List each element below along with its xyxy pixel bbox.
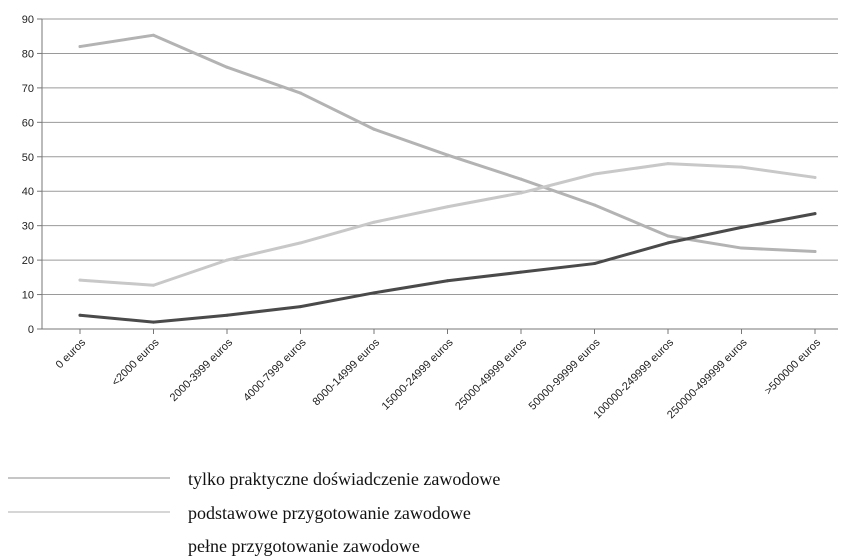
data-point <box>519 177 523 181</box>
data-point <box>740 246 743 250</box>
series-line-3 <box>78 212 817 324</box>
data-point <box>225 65 229 69</box>
y-tick-label: 40 <box>22 186 34 198</box>
y-tick-label: 50 <box>22 152 34 164</box>
data-point <box>299 241 302 245</box>
data-point <box>372 220 376 224</box>
data-point <box>152 33 155 37</box>
y-tick-label: 20 <box>22 255 34 267</box>
y-tick-label: 60 <box>22 117 34 129</box>
y-tick-label: 80 <box>22 48 34 60</box>
y-tick-label: 10 <box>22 290 34 302</box>
x-tick-label: >500000 euros <box>763 336 824 397</box>
y-tick-label: 70 <box>22 83 34 95</box>
data-point <box>152 283 155 287</box>
x-tick-label: 15000-24999 euros <box>380 336 456 412</box>
data-point <box>666 234 670 238</box>
data-point <box>446 205 449 209</box>
x-tick-label: 0 euros <box>54 336 89 371</box>
data-point <box>78 313 82 317</box>
data-point <box>225 313 229 317</box>
x-tick-label: 2000-3999 euros <box>168 336 236 404</box>
grid-lines <box>37 18 838 330</box>
data-point <box>666 162 670 166</box>
y-tick-label: 0 <box>28 324 34 336</box>
data-point <box>152 320 155 324</box>
x-tick-label: 25000-49999 euros <box>453 336 529 412</box>
legend-label: pełne przygotowanie zawodowe <box>188 536 420 556</box>
legend: tylko praktyczne doświadczenie zawodowe p… <box>8 469 500 556</box>
data-point <box>666 241 670 245</box>
y-tick-label: 30 <box>22 221 34 233</box>
data-point <box>519 191 523 195</box>
data-point <box>813 175 817 179</box>
data-point <box>446 153 449 157</box>
series-lines <box>78 33 817 324</box>
data-point <box>593 262 596 266</box>
x-axis-ticks: 0 euros <2000 euros 2000-3999 euros 4000-79… <box>54 329 824 421</box>
legend-label: tylko praktyczne doświadczenie zawodowe <box>188 469 500 489</box>
data-point <box>813 212 817 216</box>
data-point <box>78 278 82 282</box>
data-point <box>740 225 743 229</box>
data-point <box>78 45 82 49</box>
data-point <box>299 305 302 309</box>
data-point <box>372 127 376 131</box>
legend-label: podstawowe przygotowanie zawodowe <box>188 503 471 523</box>
data-point <box>225 258 229 262</box>
data-point <box>299 91 302 95</box>
data-point <box>446 279 449 283</box>
y-axis-ticks: 0 10 20 30 40 50 60 70 80 90 <box>22 14 34 336</box>
x-tick-label: 50000-99999 euros <box>527 336 603 412</box>
x-tick-label: 4000-7999 euros <box>241 336 309 404</box>
x-tick-label: 8000-14999 euros <box>310 336 382 408</box>
x-tick-label: <2000 euros <box>110 336 162 388</box>
x-tick-label: 100000-249999 euros <box>592 336 677 421</box>
y-tick-label: 90 <box>22 14 34 26</box>
data-point <box>593 203 596 207</box>
data-point <box>519 270 523 274</box>
series-line-1 <box>78 33 817 253</box>
data-point <box>593 172 596 176</box>
series-line-2 <box>78 162 817 287</box>
data-point <box>372 291 376 295</box>
x-tick-label: 250000-499999 euros <box>665 336 750 421</box>
data-point <box>740 165 743 169</box>
data-point <box>813 250 817 253</box>
